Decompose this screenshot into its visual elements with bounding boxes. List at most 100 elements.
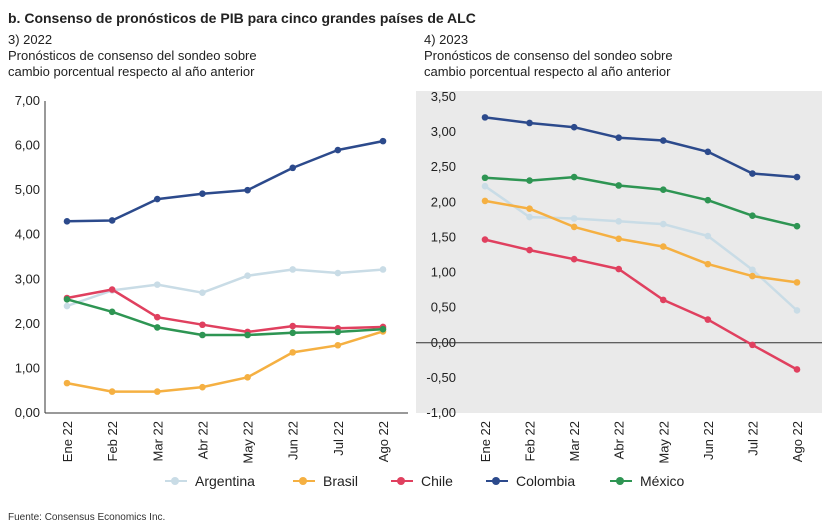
panel1-point-brasil xyxy=(108,388,116,395)
panel2-x-tick-label: Ago 22 xyxy=(790,421,805,462)
panel1-series-line-brasil xyxy=(66,330,384,393)
legend-swatch xyxy=(293,476,315,486)
legend-swatch-dot xyxy=(299,477,307,485)
legend-swatch xyxy=(486,476,508,486)
panel2-x-tick-label: Ene 22 xyxy=(478,421,493,462)
legend-swatch xyxy=(610,476,632,486)
panel2-y-tick-label: 0,50 xyxy=(431,300,456,315)
panel2-series-line-mxico xyxy=(484,175,798,228)
panel2-point-colombia xyxy=(615,134,623,142)
panel2-point-colombia xyxy=(704,148,712,156)
panel2-point-brasil xyxy=(704,260,712,268)
panel2-point-argentina xyxy=(749,266,756,274)
legend-swatch xyxy=(165,476,187,486)
panel2-point-mxico xyxy=(704,196,712,204)
panel2-plot-background xyxy=(416,91,822,413)
panel2-point-brasil xyxy=(793,279,801,286)
panel1-point-chile xyxy=(108,286,116,293)
panel2-point-argentina xyxy=(793,307,801,314)
panel1-point-mxico xyxy=(199,331,206,339)
panel1-x-tick-label: Feb 22 xyxy=(105,421,120,461)
panel2-point-mxico xyxy=(793,222,801,230)
legend-item-colombia: Colombia xyxy=(486,472,575,490)
panel1-y-tick-label: 1,00 xyxy=(15,360,40,375)
panel2-point-mxico xyxy=(615,182,623,189)
panel2-point-colombia xyxy=(749,170,756,177)
panel2-x-tick-label: Abr 22 xyxy=(612,421,627,459)
panel2-y-tick-label: 2,00 xyxy=(431,194,456,209)
panel1-point-argentina xyxy=(289,266,297,273)
panel1-point-chile xyxy=(289,322,297,330)
panel-right-subtitle-line2: cambio porcentual respecto al año anteri… xyxy=(424,64,671,79)
panel1-series-line-mxico xyxy=(66,298,384,337)
panel2-point-brasil xyxy=(481,197,489,205)
panel2-y-tick-label: 2,50 xyxy=(431,159,456,174)
panel-right-label: 4) 2023 xyxy=(424,32,469,47)
panel1-x-tick-label: May 22 xyxy=(241,421,256,464)
legend-label: México xyxy=(640,473,685,489)
panel1-series-line-colombia xyxy=(66,139,384,223)
legend-label: Brasil xyxy=(323,473,359,489)
panel-right-heading: 4) 2023 Pronósticos de consenso del sond… xyxy=(424,32,673,80)
panel2-point-brasil xyxy=(570,223,578,231)
panel1-point-chile xyxy=(199,321,206,329)
legend-swatch-dot xyxy=(616,477,624,485)
panel1-series-line-argentina xyxy=(66,268,384,308)
legend-item-mxico: México xyxy=(610,472,684,490)
panel2-point-argentina xyxy=(659,220,667,228)
panel-left-subtitle-line1: Pronósticos de consenso del sondeo sobre xyxy=(8,48,257,63)
panel2-series-line-brasil xyxy=(484,199,798,284)
panel2-x-tick-label: Feb 22 xyxy=(523,421,538,461)
panel1-point-colombia xyxy=(289,164,297,172)
panel1-point-chile xyxy=(153,313,161,321)
panel1-point-brasil xyxy=(334,341,342,349)
panel2-point-brasil xyxy=(615,235,623,243)
panel1-x-tick-label: Ago 22 xyxy=(376,421,391,462)
panel2-point-mxico xyxy=(526,177,533,184)
panel1-point-colombia xyxy=(199,190,206,198)
panel1-point-colombia xyxy=(334,146,342,154)
panel1-point-colombia xyxy=(108,217,116,224)
panel1-y-tick-label: 5,00 xyxy=(15,182,40,197)
panel2-y-tick-label: -0,50 xyxy=(426,370,456,385)
panel2-x-tick-label: May 22 xyxy=(656,421,671,464)
panel1-point-mxico xyxy=(153,324,161,331)
legend-label: Argentina xyxy=(195,473,255,489)
panel1-point-colombia xyxy=(153,195,161,203)
panel2-point-chile xyxy=(481,236,489,243)
legend-swatch-dot xyxy=(492,477,500,485)
legend: Argentina Brasil Chile Colombia México xyxy=(0,472,829,492)
panel1-y-tick-label: 0,00 xyxy=(15,405,40,420)
panel2-y-tick-label: 3,50 xyxy=(431,89,456,104)
source-note: Fuente: Consensus Economics Inc. xyxy=(8,512,166,523)
panel1-y-tick-label: 4,00 xyxy=(15,227,40,242)
panel2-point-colombia xyxy=(793,173,801,181)
legend-swatch-dot xyxy=(397,477,405,485)
panel1-x-tick-label: Jun 22 xyxy=(286,421,301,460)
panel2-point-mxico xyxy=(570,173,578,181)
panel1-point-mxico xyxy=(289,329,297,337)
panel1-point-argentina xyxy=(334,269,342,277)
panel2-point-mxico xyxy=(749,212,756,219)
panel2-y-tick-label: -1,00 xyxy=(426,405,456,420)
panel2-x-tick-label: Mar 22 xyxy=(567,421,582,461)
panel1-point-mxico xyxy=(244,331,251,339)
panel1-point-argentina xyxy=(63,302,71,310)
panel2-x-tick-label: Jul 22 xyxy=(745,421,760,456)
legend-label: Chile xyxy=(421,473,453,489)
panel2-series-line-colombia xyxy=(484,116,798,179)
panel1-point-brasil xyxy=(63,379,71,387)
panel2-point-brasil xyxy=(749,272,756,280)
panel1-point-argentina xyxy=(199,289,206,296)
panel2-point-argentina xyxy=(704,232,712,240)
panel2-point-chile xyxy=(704,316,712,323)
legend-item-chile: Chile xyxy=(391,472,453,490)
panel2-point-brasil xyxy=(526,205,533,212)
panel2-point-argentina xyxy=(481,182,489,190)
panel1-point-mxico xyxy=(63,296,71,303)
panel1-point-mxico xyxy=(334,328,342,336)
panel2-point-colombia xyxy=(526,119,533,127)
panel1-point-mxico xyxy=(108,308,116,316)
panel-left-subtitle-line2: cambio porcentual respecto al año anteri… xyxy=(8,64,255,79)
panel2-series-line-chile xyxy=(484,238,798,371)
